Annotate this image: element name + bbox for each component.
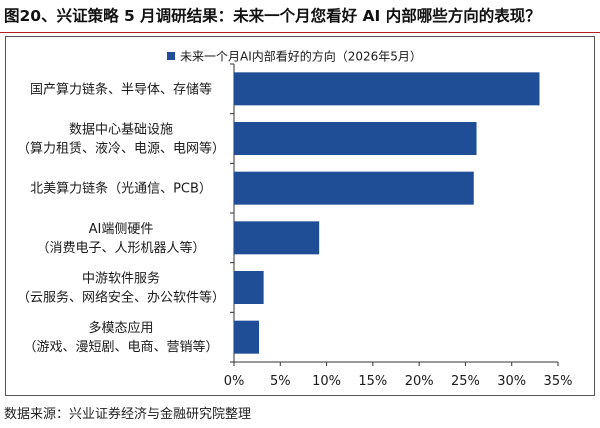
- category-label: 国产算力链条、半导体、存储等: [30, 81, 212, 97]
- figure-title: 图20、兴证策略 5 月调研结果：未来一个月您看好 AI 内部哪些方向的表现？: [4, 7, 541, 25]
- category-label: 中游软件服务: [82, 271, 160, 287]
- bar-4: [234, 221, 320, 255]
- category-label: （算力租赁、液冷、电源、电网等）: [17, 141, 225, 157]
- x-tick-label: 25%: [451, 374, 480, 389]
- category-label: 多模态应用: [88, 320, 153, 336]
- source-note: 数据来源：兴业证券经济与金融研究院整理: [4, 407, 252, 422]
- x-tick-label: 5%: [270, 374, 291, 389]
- legend-swatch: [167, 52, 175, 60]
- category-label: （游戏、漫短剧、电商、营销等）: [23, 339, 218, 355]
- bar-5: [234, 271, 264, 304]
- category-label: （消费电子、人形机器人等）: [36, 240, 205, 256]
- bar-1: [234, 72, 540, 106]
- title-divider: [0, 32, 600, 33]
- legend-label: 未来一个月AI内部看好的方向（2026年5月）: [180, 49, 422, 64]
- chart-legend: 未来一个月AI内部看好的方向（2026年5月）: [167, 49, 422, 64]
- x-tick-label: 15%: [358, 374, 387, 389]
- x-tick-label: 10%: [312, 374, 341, 389]
- x-tick-label: 35%: [544, 374, 573, 389]
- bar-2: [234, 122, 477, 155]
- category-label: AI端侧硬件: [89, 222, 154, 237]
- category-label: 北美算力链条（光通信、PCB）: [30, 181, 212, 197]
- x-tick-label: 0%: [224, 374, 245, 389]
- bar-chart: 未来一个月AI内部看好的方向（2026年5月） 国产算力链条、半导体、存储等 数据…: [5, 36, 595, 396]
- category-label: 数据中心基础设施: [69, 123, 173, 138]
- chart-canvas: 未来一个月AI内部看好的方向（2026年5月） 国产算力链条、半导体、存储等数据…: [5, 36, 595, 396]
- chart-frame: [5, 36, 595, 396]
- bar-6: [234, 320, 259, 354]
- x-tick-label: 30%: [497, 374, 526, 389]
- x-tick-label: 20%: [405, 374, 434, 389]
- category-label: （云服务、网络安全、办公软件等）: [17, 290, 225, 306]
- bar-3: [234, 171, 474, 205]
